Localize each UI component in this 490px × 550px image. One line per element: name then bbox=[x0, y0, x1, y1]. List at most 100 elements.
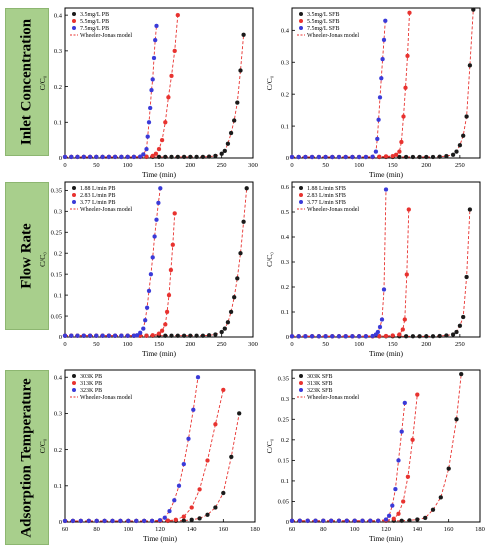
x-axis-label: Time (min) bbox=[142, 170, 177, 179]
y-tick-label: 0 bbox=[59, 334, 62, 341]
data-point bbox=[87, 333, 93, 338]
data-point bbox=[400, 327, 405, 332]
data-point bbox=[78, 518, 83, 524]
y-tick-label: 0.4 bbox=[281, 28, 290, 35]
model-curve bbox=[65, 389, 224, 522]
y-axis-label: C/C₀ bbox=[265, 438, 274, 453]
data-point bbox=[352, 518, 357, 523]
data-point bbox=[100, 333, 105, 338]
data-point bbox=[151, 55, 157, 61]
data-point bbox=[444, 333, 449, 338]
data-point bbox=[377, 154, 382, 159]
data-point bbox=[194, 154, 199, 160]
data-point bbox=[232, 118, 237, 123]
data-point bbox=[189, 517, 194, 522]
data-point bbox=[383, 517, 389, 522]
model-curve bbox=[292, 20, 386, 158]
model-curve bbox=[65, 25, 157, 158]
data-point bbox=[146, 288, 152, 294]
data-point bbox=[373, 149, 379, 154]
data-point bbox=[166, 292, 172, 298]
series-3 bbox=[62, 186, 163, 338]
x-tick-label: 180 bbox=[250, 526, 260, 533]
data-point bbox=[381, 37, 387, 43]
y-tick-label: 0.2 bbox=[281, 91, 289, 98]
data-point bbox=[321, 518, 326, 523]
series-3 bbox=[62, 375, 201, 524]
data-point bbox=[144, 333, 149, 338]
data-point bbox=[430, 154, 436, 160]
data-point bbox=[169, 154, 174, 160]
data-point bbox=[181, 514, 186, 519]
data-point bbox=[222, 148, 227, 154]
chart-panel-4: 0 50 100 150 200 250 0 0.1 0.2 0.3 0.4 0.5 0.6 Time (… bbox=[265, 181, 481, 358]
data-point bbox=[102, 518, 107, 524]
y-tick-label: 0.4 bbox=[281, 234, 290, 241]
legend-entry: 303K PB bbox=[80, 374, 102, 380]
data-point bbox=[168, 267, 174, 273]
data-point bbox=[112, 333, 118, 338]
legend-entry: 313K PB bbox=[80, 381, 102, 387]
legend-marker bbox=[299, 374, 303, 378]
x-tick-label: 250 bbox=[217, 341, 227, 348]
data-point bbox=[450, 152, 456, 157]
y-tick-label: 0.1 bbox=[54, 119, 62, 126]
data-point bbox=[370, 154, 375, 159]
data-point bbox=[159, 137, 165, 143]
data-point bbox=[405, 53, 410, 59]
data-point bbox=[229, 454, 234, 460]
data-point bbox=[309, 334, 315, 339]
data-point bbox=[454, 417, 459, 422]
data-point bbox=[238, 251, 243, 256]
series-2 bbox=[289, 207, 411, 339]
data-point bbox=[464, 114, 469, 119]
data-point bbox=[238, 68, 243, 73]
data-point bbox=[169, 73, 174, 79]
data-point bbox=[141, 326, 146, 331]
data-point bbox=[156, 146, 162, 152]
series-2 bbox=[62, 387, 226, 524]
data-point bbox=[323, 154, 328, 160]
data-point bbox=[241, 32, 246, 37]
data-point bbox=[415, 392, 420, 397]
data-point bbox=[173, 517, 178, 522]
data-point bbox=[228, 309, 234, 315]
chart-panel-1: 0 50 100 150 200 250 300 0 0.1 0.2 0.3 0.4 Time (min… bbox=[38, 7, 258, 179]
data-point bbox=[330, 154, 335, 160]
data-point bbox=[94, 518, 99, 524]
data-point bbox=[417, 334, 422, 339]
data-point bbox=[397, 332, 402, 337]
data-point bbox=[148, 105, 153, 111]
data-point bbox=[402, 400, 407, 406]
data-point bbox=[205, 458, 210, 463]
legend-entry: 3.77 L/min PB bbox=[80, 200, 116, 206]
y-tick-label: 0.3 bbox=[54, 411, 62, 418]
data-point bbox=[87, 154, 93, 160]
x-tick-label: 150 bbox=[388, 341, 398, 348]
model-curve bbox=[292, 402, 406, 522]
y-tick-label: 0 bbox=[286, 155, 289, 162]
series-2 bbox=[62, 211, 177, 338]
data-point bbox=[368, 518, 373, 523]
data-point bbox=[149, 518, 155, 524]
data-point bbox=[206, 333, 212, 338]
data-point bbox=[363, 154, 369, 160]
data-point bbox=[461, 314, 466, 320]
data-point bbox=[164, 309, 170, 315]
data-point bbox=[145, 134, 150, 139]
legend-marker bbox=[299, 186, 303, 190]
data-point bbox=[165, 518, 171, 523]
data-point bbox=[225, 320, 231, 325]
data-point bbox=[156, 200, 161, 206]
data-point bbox=[404, 272, 409, 277]
data-point bbox=[197, 516, 202, 521]
data-point bbox=[134, 518, 139, 524]
data-point bbox=[172, 48, 177, 54]
y-tick-label: 0.3 bbox=[54, 209, 62, 216]
data-point bbox=[410, 154, 416, 160]
data-point bbox=[166, 95, 171, 100]
data-point bbox=[401, 499, 406, 504]
y-tick-label: 0 bbox=[286, 334, 289, 341]
x-tick-label: 180 bbox=[475, 526, 485, 533]
data-point bbox=[148, 272, 154, 277]
